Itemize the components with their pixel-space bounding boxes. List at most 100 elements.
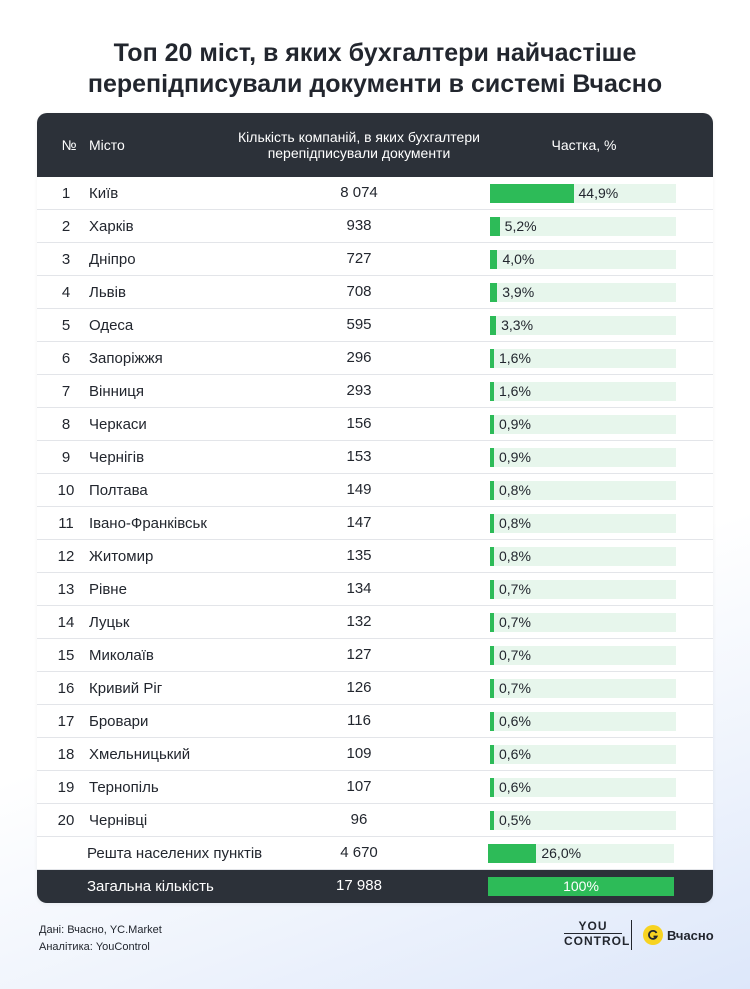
share-bar [490, 184, 574, 203]
row-num: 14 [57, 613, 75, 631]
total-row: Загальна кількість 17 988 100% [37, 870, 713, 903]
row-city: Кривий Ріг [89, 679, 163, 697]
share-bar-track: 3,3% [490, 316, 676, 335]
row-num: 4 [61, 283, 71, 301]
row-count: 727 [346, 250, 372, 267]
header-count: Кількість компаній, в яких бухгалтери пе… [238, 129, 480, 161]
table-row: 18 Хмельницький 109 0,6% [37, 738, 713, 771]
table-row: 2 Харків 938 5,2% [37, 210, 713, 243]
share-bar [490, 481, 494, 500]
row-city: Чернівці [89, 811, 148, 829]
header-num: № [61, 137, 77, 153]
row-city: Львів [89, 283, 126, 301]
table-row: 12 Житомир 135 0,8% [37, 540, 713, 573]
row-count: 132 [346, 613, 372, 630]
share-bar-track: 0,6% [490, 778, 676, 797]
page-title: Топ 20 міст, в яких бухгалтери найчастіш… [0, 38, 750, 100]
row-city: Бровари [89, 712, 149, 730]
table-row: 16 Кривий Ріг 126 0,7% [37, 672, 713, 705]
share-bar [488, 844, 537, 863]
table-row: 10 Полтава 149 0,8% [37, 474, 713, 507]
share-bar [490, 514, 494, 533]
share-label: 0,9% [499, 449, 531, 465]
share-bar-track: 44,9% [490, 184, 676, 203]
share-bar-track: 0,6% [490, 712, 676, 731]
share-bar-track: 0,7% [490, 646, 676, 665]
table-row: 3 Дніпро 727 4,0% [37, 243, 713, 276]
share-label: 0,6% [499, 779, 531, 795]
row-count: 147 [346, 514, 372, 531]
youcontrol-logo-line2: CONTROL [564, 933, 631, 948]
table-row: 6 Запоріжжя 296 1,6% [37, 342, 713, 375]
row-city: Рівне [89, 580, 127, 598]
source-text: Дані: Вчасно, YC.Market [39, 924, 162, 936]
table-row: 4 Львів 708 3,9% [37, 276, 713, 309]
row-city: Чернігів [89, 448, 145, 466]
share-bar-track: 0,9% [490, 448, 676, 467]
share-bar [490, 712, 494, 731]
share-bar [490, 250, 498, 269]
row-city: Вінниця [89, 382, 144, 400]
row-count: 17 988 [336, 877, 382, 894]
row-num: 10 [57, 481, 75, 499]
logo-divider [631, 920, 632, 950]
row-num: 9 [61, 448, 71, 466]
table-row: 5 Одеса 595 3,3% [37, 309, 713, 342]
row-num: 20 [57, 811, 75, 829]
row-city: Черкаси [89, 415, 147, 433]
row-count: 708 [346, 283, 372, 300]
share-bar [490, 382, 494, 401]
vchasno-logo-text: Вчасно [667, 927, 714, 943]
youcontrol-logo: YOU CONTROL [564, 920, 631, 948]
table-row: 17 Бровари 116 0,6% [37, 705, 713, 738]
share-label: 1,6% [499, 383, 531, 399]
row-num: 5 [61, 316, 71, 334]
ranking-table: № Місто Кількість компаній, в яких бухга… [37, 113, 713, 903]
row-count: 109 [346, 745, 372, 762]
row-num: 15 [57, 646, 75, 664]
share-bar [490, 349, 494, 368]
row-count: 595 [346, 316, 372, 333]
share-bar-track: 100% [488, 877, 674, 896]
share-bar-track: 0,9% [490, 415, 676, 434]
table-body: 1 Київ 8 074 44,9% 2 Харків 938 5,2% 3 Дніпро 727 4… [37, 177, 713, 903]
share-label: 0,9% [499, 416, 531, 432]
table-row: 14 Луцьк 132 0,7% [37, 606, 713, 639]
share-bar [490, 415, 494, 434]
row-city: Решта населених пунктів [87, 844, 263, 862]
row-count: 135 [346, 547, 372, 564]
table-row: 11 Івано-Франківськ 147 0,8% [37, 507, 713, 540]
row-num: 2 [61, 217, 71, 235]
share-bar [490, 448, 494, 467]
row-num: 13 [57, 580, 75, 598]
share-label: 1,6% [499, 350, 531, 366]
share-label: 0,8% [499, 482, 531, 498]
row-count: 153 [346, 448, 372, 465]
vchasno-logo: Вчасно [643, 925, 714, 945]
row-count: 96 [350, 811, 368, 828]
share-label: 5,2% [504, 218, 537, 234]
share-label: 100% [563, 878, 599, 894]
row-city: Луцьк [89, 613, 130, 631]
row-num: 7 [61, 382, 71, 400]
table-row: 19 Тернопіль 107 0,6% [37, 771, 713, 804]
share-bar-track: 0,7% [490, 580, 676, 599]
table-row: 13 Рівне 134 0,7% [37, 573, 713, 606]
source-notes: Дані: Вчасно, YC.Market Аналітика: YouCo… [39, 922, 162, 956]
table-row: 7 Вінниця 293 1,6% [37, 375, 713, 408]
share-bar [490, 283, 498, 302]
share-bar [488, 877, 674, 896]
share-label: 44,9% [578, 185, 619, 201]
row-num: 18 [57, 745, 75, 763]
share-bar-track: 3,9% [490, 283, 676, 302]
share-bar-track: 5,2% [490, 217, 676, 236]
share-bar [490, 580, 494, 599]
share-bar-track: 26,0% [488, 844, 674, 863]
share-bar [490, 316, 497, 335]
share-bar-track: 0,5% [490, 811, 676, 830]
share-bar-track: 1,6% [490, 382, 676, 401]
share-label: 0,6% [499, 746, 531, 762]
rest-row: Решта населених пунктів 4 670 26,0% [37, 837, 713, 870]
row-num: 6 [61, 349, 71, 367]
row-num: 16 [57, 679, 75, 697]
